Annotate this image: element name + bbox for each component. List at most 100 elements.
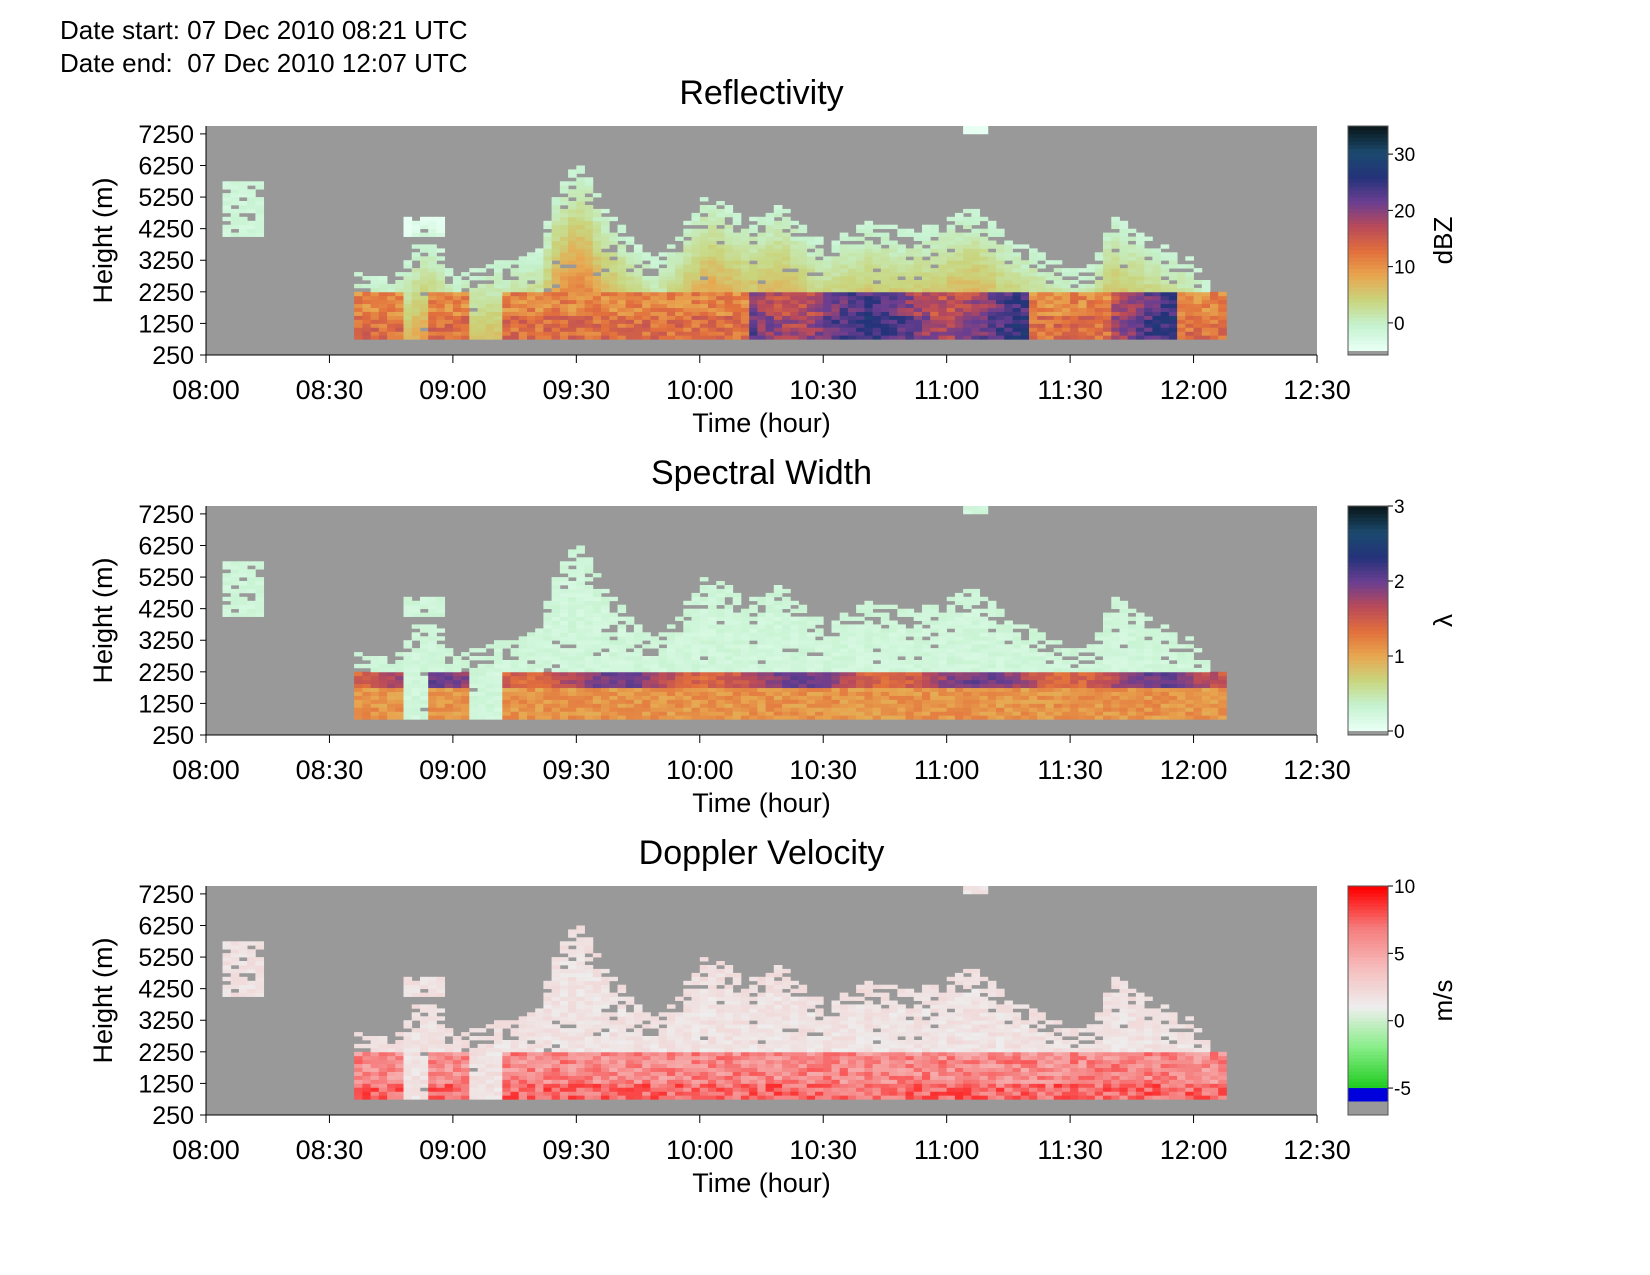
heatmap-cell	[609, 691, 618, 696]
heatmap-cell	[773, 252, 783, 257]
heatmap-cell	[1201, 307, 1211, 312]
heatmap-cell	[946, 303, 956, 309]
heatmap-cell	[592, 683, 602, 689]
heatmap-cell	[765, 236, 775, 241]
heatmap-cell	[757, 699, 767, 704]
heatmap-cell	[1053, 687, 1063, 692]
heatmap-cell	[757, 331, 767, 336]
heatmap-cell	[403, 652, 413, 657]
heatmap-cell	[1012, 323, 1022, 328]
heatmap-cell	[946, 331, 956, 336]
heatmap-cell	[708, 252, 717, 257]
heatmap-cell	[518, 260, 528, 265]
heatmap-cell	[897, 232, 906, 237]
heatmap-cell	[502, 327, 511, 332]
heatmap-cell	[798, 260, 808, 265]
heatmap-cell	[1119, 244, 1129, 249]
heatmap-cell	[592, 604, 602, 610]
heatmap-cell	[724, 644, 734, 649]
heatmap-cell	[658, 260, 668, 265]
heatmap-cell	[880, 671, 890, 677]
heatmap-cell	[1185, 295, 1194, 301]
heatmap-cell	[1061, 711, 1071, 716]
heatmap-cell	[732, 683, 742, 689]
heatmap-cell	[946, 703, 956, 708]
heatmap-cell	[510, 707, 520, 712]
heatmap-cell	[675, 323, 684, 328]
heatmap-cell	[872, 311, 882, 316]
heatmap-cell	[922, 268, 931, 273]
heatmap-cell	[609, 327, 618, 332]
colorbar-segment	[1348, 133, 1388, 138]
heatmap-cell	[1160, 315, 1170, 320]
heatmap-cell	[913, 683, 923, 689]
heatmap-cell	[815, 319, 824, 324]
heatmap-cell	[971, 667, 981, 673]
heatmap-cell	[576, 177, 585, 182]
heatmap-cell	[502, 335, 511, 340]
heatmap-cell	[543, 675, 553, 681]
heatmap-cell	[708, 295, 717, 301]
heatmap-cell	[782, 675, 791, 681]
heatmap-cell	[1152, 256, 1162, 261]
heatmap-cell	[584, 695, 594, 700]
heatmap-cell	[420, 295, 429, 301]
heatmap-cell	[576, 577, 585, 582]
heatmap-cell	[996, 691, 1005, 696]
heatmap-cell	[238, 185, 248, 190]
heatmap-cell	[428, 667, 437, 673]
heatmap-cell	[625, 703, 635, 708]
heatmap-cell	[996, 711, 1005, 716]
heatmap-cell	[444, 335, 454, 340]
heatmap-cell	[1119, 228, 1129, 234]
heatmap-cell	[559, 307, 569, 312]
heatmap-cell	[576, 303, 585, 309]
heatmap-cell	[1020, 280, 1030, 285]
heatmap-cell	[601, 636, 610, 641]
heatmap-cell	[247, 585, 256, 590]
heatmap-cell	[370, 283, 380, 289]
heatmap-cell	[922, 667, 931, 673]
heatmap-cell	[1094, 283, 1104, 289]
heatmap-cell	[724, 212, 734, 218]
heatmap-cell	[773, 600, 783, 606]
heatmap-cell	[806, 703, 816, 708]
heatmap-cell	[979, 129, 989, 135]
heatmap-cell	[584, 287, 594, 293]
heatmap-cell	[527, 683, 536, 689]
heatmap-cell	[395, 307, 404, 312]
heatmap-cell	[930, 244, 939, 249]
heatmap-cell	[979, 335, 989, 340]
heatmap-cell	[806, 620, 816, 625]
heatmap-cell	[650, 660, 660, 665]
heatmap-cell	[716, 608, 725, 614]
heatmap-cell	[494, 272, 503, 277]
heatmap-cell	[872, 315, 882, 320]
heatmap-cell	[897, 675, 906, 681]
heatmap-cell	[428, 283, 437, 289]
heatmap-cell	[1119, 319, 1129, 324]
heatmap-cell	[856, 656, 865, 661]
heatmap-cell	[806, 252, 816, 257]
heatmap-cell	[971, 252, 981, 257]
heatmap-cell	[790, 624, 799, 629]
heatmap-cell	[716, 691, 725, 696]
heatmap-cell	[658, 707, 668, 712]
heatmap-cell	[782, 287, 791, 293]
heatmap-cell	[387, 699, 396, 704]
heatmap-cell	[790, 683, 799, 689]
heatmap-cell	[576, 256, 585, 261]
heatmap-cell	[568, 181, 577, 186]
heatmap-cell	[1070, 683, 1079, 689]
heatmap-cell	[773, 283, 783, 289]
heatmap-cell	[1037, 319, 1046, 324]
heatmap-cell	[601, 687, 610, 692]
heatmap-cell	[675, 272, 684, 277]
heatmap-cell	[716, 592, 725, 598]
heatmap-cell	[979, 268, 989, 273]
heatmap-cell	[889, 644, 898, 649]
heatmap-cell	[1086, 323, 1096, 328]
heatmap-cell	[839, 652, 849, 657]
heatmap-cell	[370, 715, 380, 720]
heatmap-cell	[584, 319, 594, 324]
